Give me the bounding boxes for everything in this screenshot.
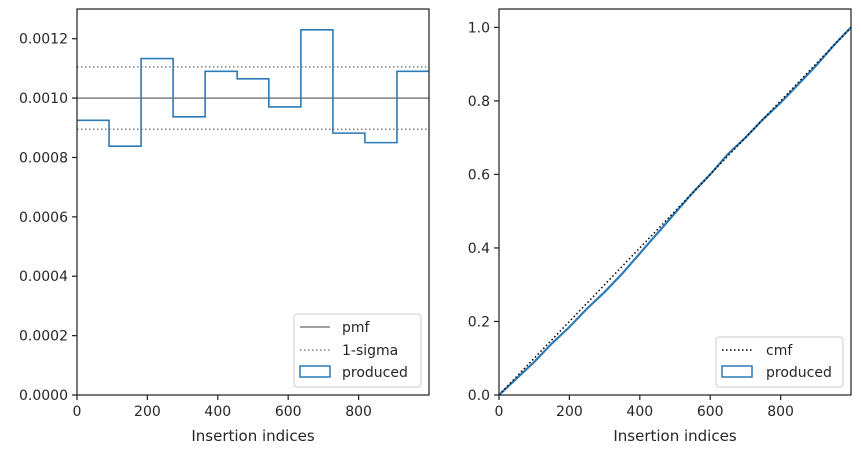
- legend-sigma-label: 1-sigma: [342, 343, 398, 359]
- legend-produced-label: produced: [342, 365, 408, 381]
- produced-cumulative-line: [498, 26, 852, 396]
- cumulative-legend-box: [715, 336, 844, 388]
- histogram-x-tick-label: 400: [204, 404, 231, 420]
- cumulative-y-tick-label: 0.8: [468, 94, 490, 110]
- cumulative-y-tick-label: 0.4: [468, 241, 490, 257]
- histogram-y-tick-label: 0.0010: [19, 91, 68, 107]
- histogram-y-tick-label: 0.0012: [19, 32, 68, 48]
- histogram-legend: pmf 1-sigma produced: [293, 313, 422, 388]
- cumulative-marks: [498, 26, 852, 396]
- histogram-x-tick-label: 800: [345, 404, 372, 420]
- histogram-x-tick-label: 600: [275, 404, 302, 420]
- produced-histogram-step: [77, 28, 429, 147]
- cumulative-y-tick-label: 1.0: [468, 20, 490, 36]
- cumulative-x-ticks: 0 200 400 600 800: [495, 395, 794, 420]
- cumulative-legend: cmf produced: [715, 336, 844, 388]
- histogram-y-tick-label: 0.0002: [19, 329, 68, 345]
- legend-produced-swatch: [299, 365, 331, 378]
- histogram-y-tick-label: 0.0004: [19, 269, 68, 285]
- cumulative-x-tick-label: 800: [767, 404, 794, 420]
- cumulative-y-tick-label: 0.0: [468, 388, 490, 404]
- cmf-line: [498, 26, 852, 396]
- legend-pmf-label: pmf: [342, 320, 371, 336]
- histogram-x-ticks: 0 200 400 600 800: [73, 395, 372, 420]
- cumulative-y-tick-label: 0.2: [468, 314, 490, 330]
- histogram-legend-box: [293, 313, 422, 388]
- histogram-y-ticks: 0.0000 0.0002 0.0004 0.0006 0.0008 0.0010 0.00…: [19, 32, 77, 404]
- cumulative-y-ticks: 0.0 0.2 0.4 0.6 0.8 1.0: [468, 20, 499, 404]
- histogram-x-tick-label: 200: [134, 404, 161, 420]
- cumulative-panel: 0 200 400 600 800 0.0 0.2 0.4 0.6 0.8 1.0 Inserti…: [468, 8, 852, 445]
- cumulative-y-tick-label: 0.6: [468, 167, 490, 183]
- cumulative-x-axis-label: Insertion indices: [613, 427, 736, 445]
- legend-cumulative-produced-label: produced: [766, 365, 832, 381]
- legend-cmf-label: cmf: [766, 343, 793, 359]
- cumulative-axes-frame: [498, 8, 852, 396]
- histogram-x-axis-label: Insertion indices: [191, 427, 314, 445]
- histogram-y-tick-label: 0.0000: [19, 388, 68, 404]
- legend-cumulative-produced-swatch: [721, 365, 753, 378]
- histogram-y-tick-label: 0.0008: [19, 150, 68, 166]
- histogram-x-tick-label: 0: [73, 404, 82, 420]
- histogram-marks: [77, 28, 429, 147]
- cumulative-x-tick-label: 600: [697, 404, 724, 420]
- cumulative-x-tick-label: 0: [495, 404, 504, 420]
- histogram-y-tick-label: 0.0006: [19, 210, 68, 226]
- cumulative-x-tick-label: 400: [626, 404, 653, 420]
- histogram-panel: 0 200 400 600 800 0.00000.00020.00040.00060.…: [19, 8, 430, 445]
- cumulative-x-tick-label: 200: [556, 404, 583, 420]
- histogram-axes-frame: [76, 8, 430, 396]
